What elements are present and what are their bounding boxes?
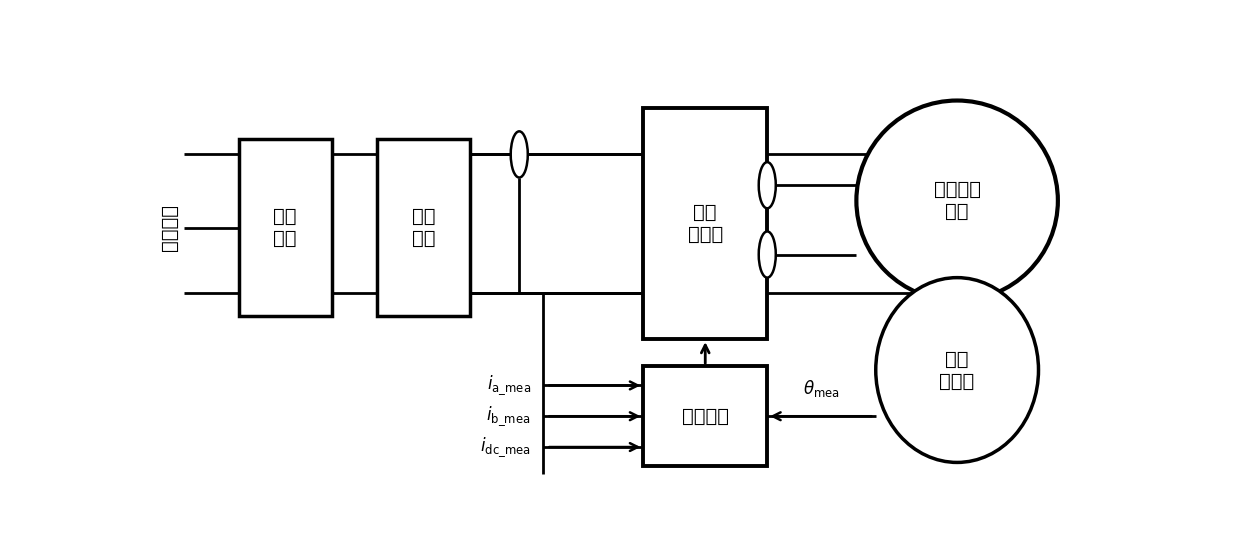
Text: 控制系统: 控制系统 bbox=[682, 407, 729, 425]
Text: 交流供电: 交流供电 bbox=[160, 204, 179, 251]
Text: 整流
电路: 整流 电路 bbox=[274, 207, 296, 248]
Text: 位置
传感器: 位置 传感器 bbox=[940, 350, 975, 390]
Ellipse shape bbox=[759, 162, 776, 208]
Bar bbox=[644, 108, 768, 339]
Circle shape bbox=[857, 100, 1058, 301]
Ellipse shape bbox=[511, 131, 528, 177]
Text: $\theta_{\rm mea}$: $\theta_{\rm mea}$ bbox=[804, 378, 839, 399]
Text: 滤波
电路: 滤波 电路 bbox=[412, 207, 435, 248]
Text: 永磁同步
电机: 永磁同步 电机 bbox=[934, 180, 981, 221]
Text: $i_{\rm b\_mea}$: $i_{\rm b\_mea}$ bbox=[486, 405, 531, 428]
Bar bbox=[377, 139, 470, 316]
Text: $i_{\rm a\_mea}$: $i_{\rm a\_mea}$ bbox=[486, 374, 531, 397]
Bar bbox=[238, 139, 332, 316]
Text: 三相
逆变器: 三相 逆变器 bbox=[688, 203, 723, 244]
Bar bbox=[644, 366, 768, 466]
Ellipse shape bbox=[875, 278, 1039, 462]
Ellipse shape bbox=[759, 232, 776, 278]
Text: $i_{\rm dc\_mea}$: $i_{\rm dc\_mea}$ bbox=[480, 435, 531, 459]
